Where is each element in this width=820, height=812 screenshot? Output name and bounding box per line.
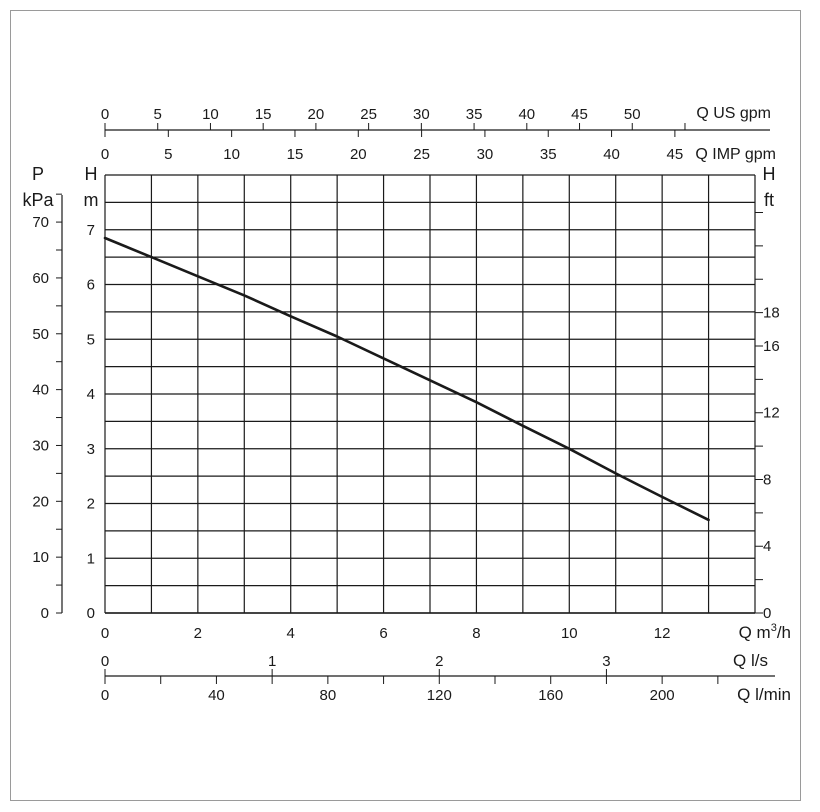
kpa-tick-label: 0 (41, 605, 49, 622)
us-gpm-tick-label: 25 (360, 106, 377, 123)
head-m-tick-label: 2 (87, 496, 95, 513)
head-m-tick-label: 5 (87, 331, 95, 348)
kpa-tick-label: 40 (32, 382, 49, 399)
kpa-tick-label: 50 (32, 326, 49, 343)
imp-gpm-tick-label: 20 (350, 146, 367, 163)
x-tick-label-m3h: 4 (287, 625, 295, 642)
x-tick-label-m3h: 8 (472, 625, 480, 642)
head-m-tick-label: 7 (87, 222, 95, 239)
ls-tick-label: 3 (602, 653, 610, 670)
us-gpm-tick-label: 45 (571, 106, 588, 123)
us-gpm-tick-label: 10 (202, 106, 219, 123)
pump-curve-line (103, 236, 710, 522)
ls-tick-label: 0 (101, 653, 109, 670)
us-gpm-tick-label: 30 (413, 106, 430, 123)
x-tick-label-m3h: 2 (194, 625, 202, 642)
lmin-tick-label: 40 (208, 687, 225, 704)
lmin-axis-label: Q l/min (737, 685, 791, 704)
kpa-tick-label: 30 (32, 437, 49, 454)
head-m-tick-label: 1 (87, 550, 95, 567)
imp-gpm-tick-label: 40 (603, 146, 620, 163)
kpa-tick-label: 70 (32, 214, 49, 231)
kpa-axis-label-bottom: kPa (22, 190, 54, 210)
us-gpm-tick-label: 15 (255, 106, 272, 123)
head-m-axis-label-bottom: m (84, 190, 99, 210)
x-tick-label-m3h: 12 (654, 625, 671, 642)
imp-gpm-tick-label: 35 (540, 146, 557, 163)
lmin-tick-label: 0 (101, 687, 109, 704)
x-tick-label-m3h: 6 (379, 625, 387, 642)
imp-gpm-tick-label: 45 (667, 146, 684, 163)
ls-tick-label: 1 (268, 653, 276, 670)
ft-tick-label: 4 (763, 538, 771, 555)
us-gpm-tick-label: 50 (624, 106, 641, 123)
lmin-tick-label: 160 (538, 687, 563, 704)
kpa-tick-label: 60 (32, 270, 49, 287)
ft-tick-label: 16 (763, 338, 780, 355)
us-gpm-tick-label: 0 (101, 106, 109, 123)
imp-gpm-tick-label: 0 (101, 146, 109, 163)
head-m-tick-label: 0 (87, 605, 95, 622)
kpa-tick-label: 10 (32, 549, 49, 566)
us-gpm-axis-label: Q US gpm (696, 105, 771, 122)
imp-gpm-tick-label: 10 (223, 146, 240, 163)
imp-gpm-tick-label: 15 (287, 146, 304, 163)
imp-gpm-tick-label: 30 (477, 146, 494, 163)
us-gpm-tick-label: 20 (308, 106, 325, 123)
head-m-tick-label: 4 (87, 386, 95, 403)
us-gpm-tick-label: 40 (518, 106, 535, 123)
kpa-tick-label: 20 (32, 493, 49, 510)
ft-axis-label-top: H (763, 164, 776, 184)
kpa-axis-label-top: P (32, 164, 44, 184)
ft-tick-label: 8 (763, 471, 771, 488)
ft-tick-label: 12 (763, 405, 780, 422)
ls-axis-label: Q l/s (733, 651, 768, 670)
x-tick-label-m3h: 0 (101, 625, 109, 642)
x-axis-label-m3h: Q m3/h (739, 622, 791, 642)
head-m-tick-label: 3 (87, 441, 95, 458)
x-tick-label-m3h: 10 (561, 625, 578, 642)
us-gpm-tick-label: 35 (466, 106, 483, 123)
head-m-axis-label-top: H (85, 164, 98, 184)
imp-gpm-tick-label: 5 (164, 146, 172, 163)
imp-gpm-axis-label: Q IMP gpm (695, 146, 776, 163)
ft-axis-label-bottom: ft (764, 190, 774, 210)
chart-frame (10, 10, 801, 801)
lmin-tick-label: 120 (427, 687, 452, 704)
ft-tick-label: 18 (763, 305, 780, 322)
us-gpm-tick-label: 5 (154, 106, 162, 123)
ft-tick-label: 0 (763, 605, 771, 622)
head-m-tick-label: 6 (87, 277, 95, 294)
imp-gpm-tick-label: 25 (413, 146, 430, 163)
ls-tick-label: 2 (435, 653, 443, 670)
lmin-tick-label: 200 (650, 687, 675, 704)
lmin-tick-label: 80 (320, 687, 337, 704)
